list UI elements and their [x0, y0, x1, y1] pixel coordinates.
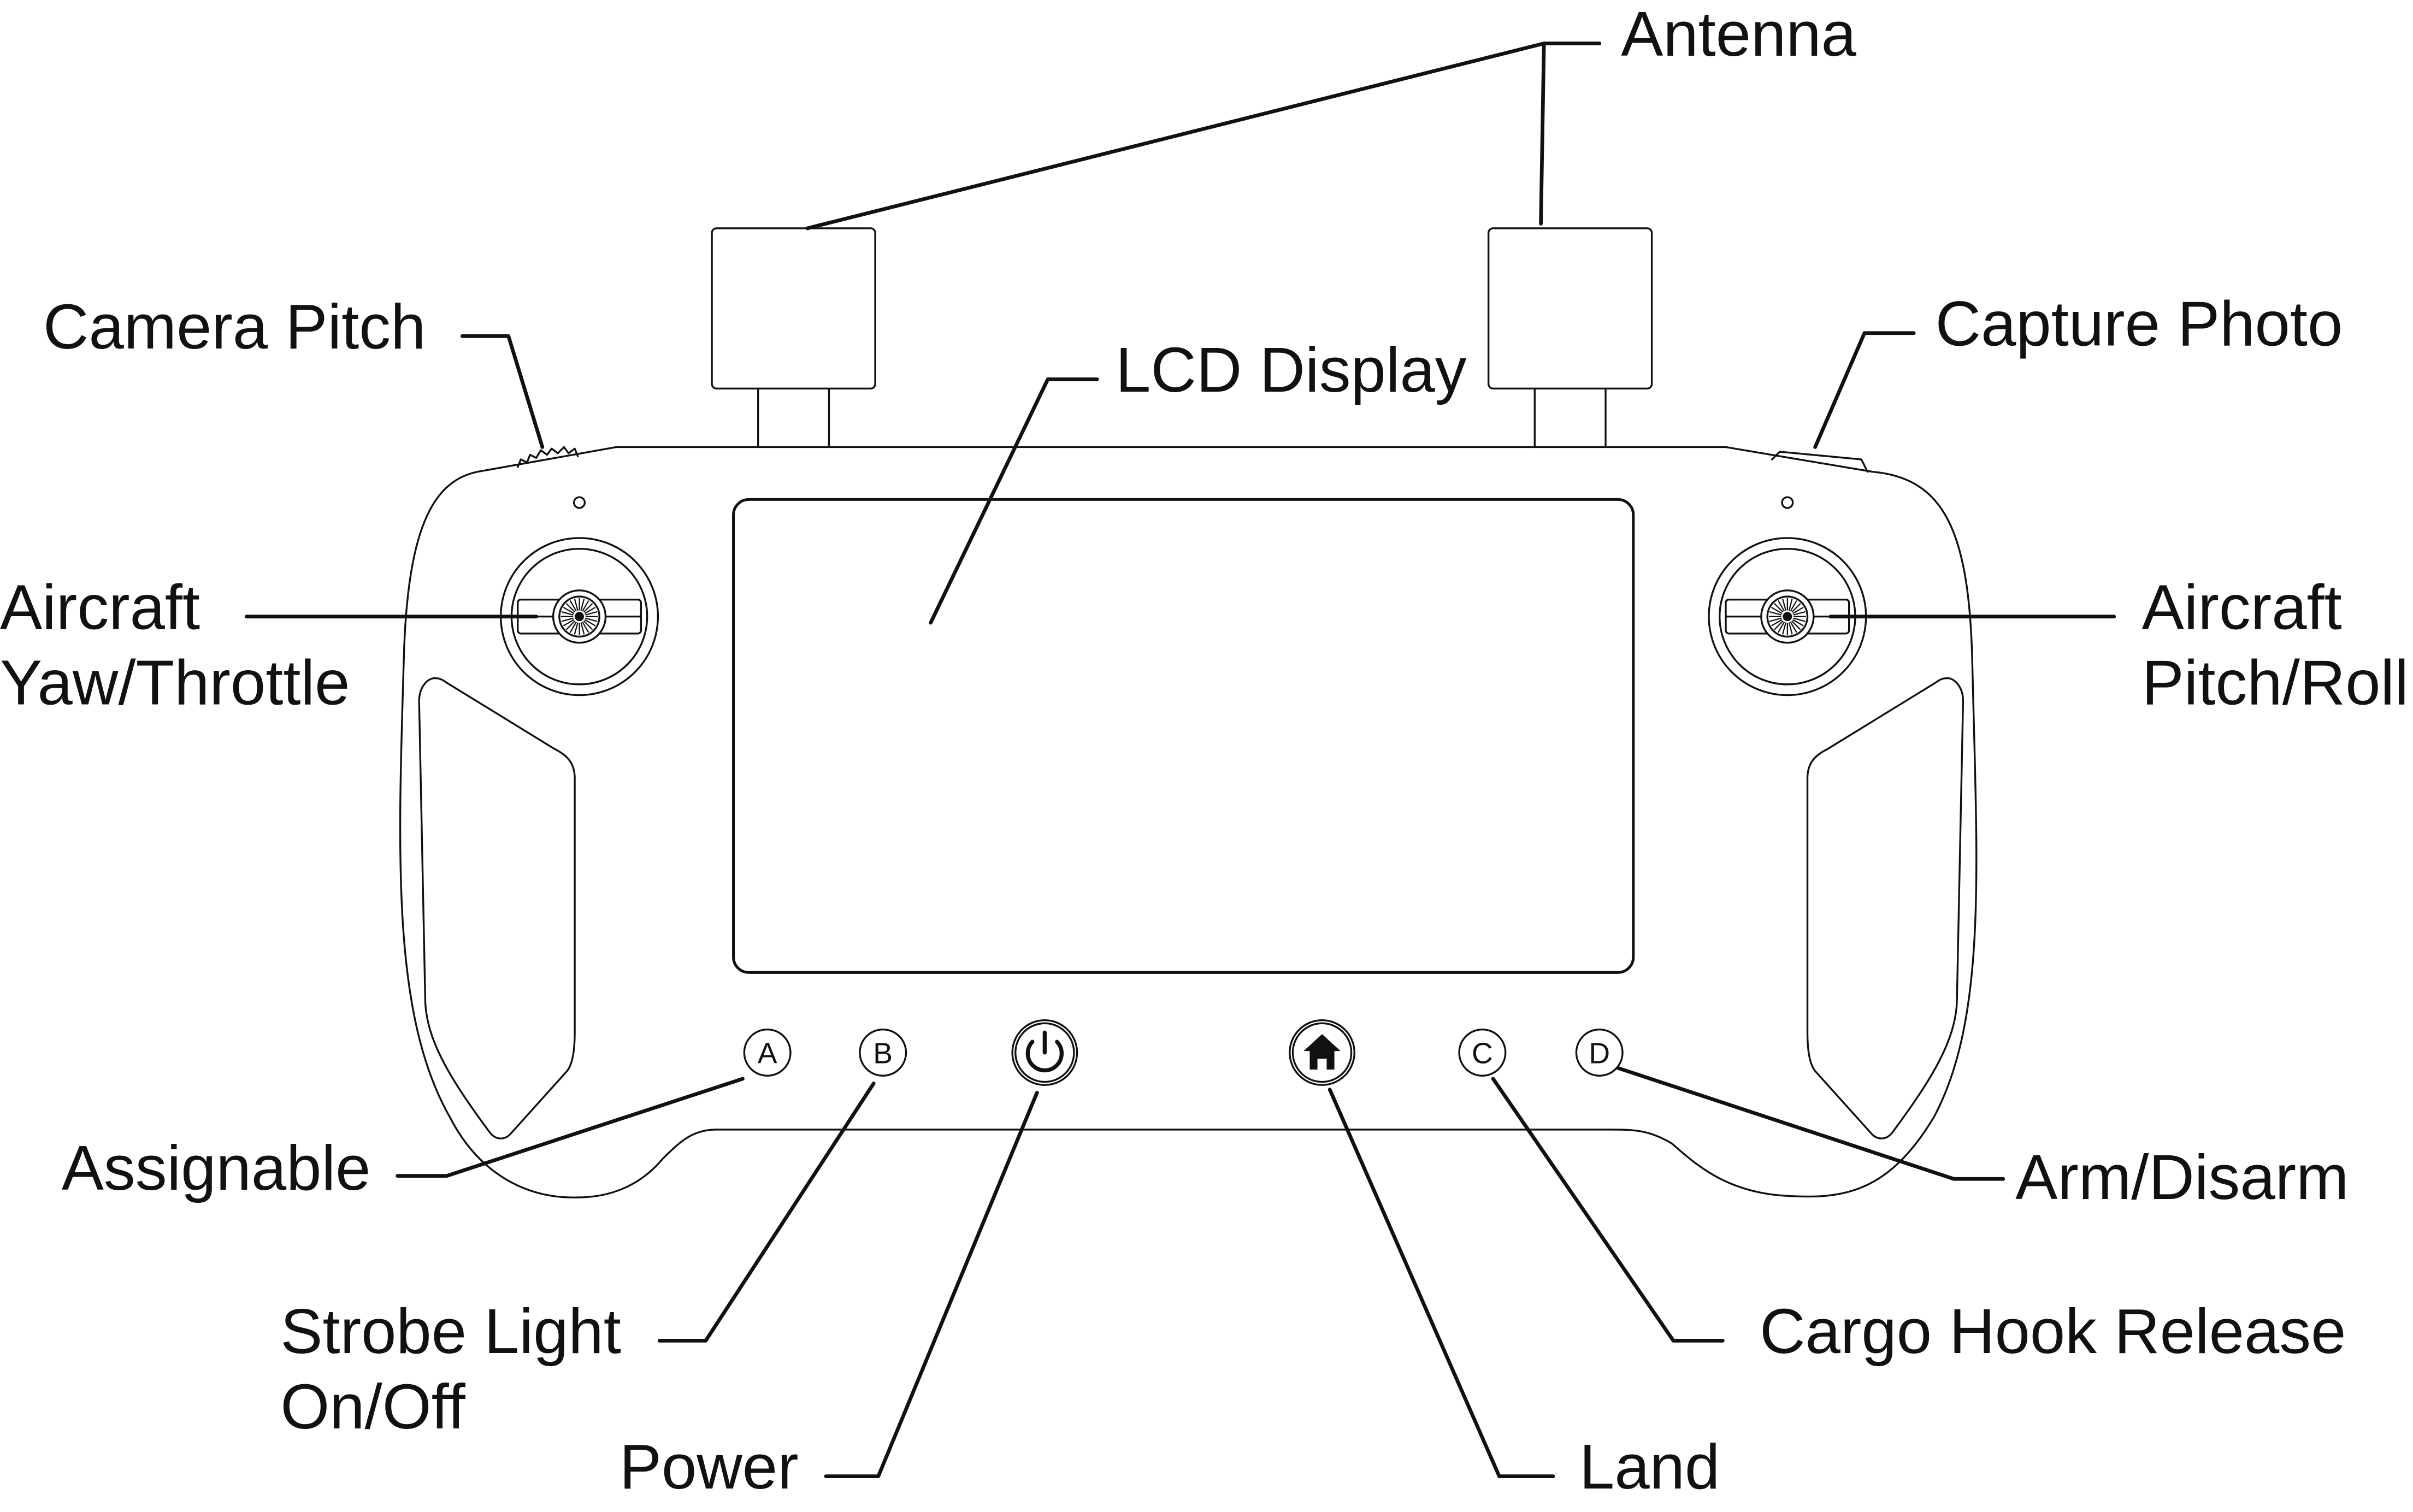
- joystick-grip-ridge: [1774, 603, 1784, 613]
- joystick-grip-ridge: [1771, 606, 1783, 615]
- home-icon: [1303, 1034, 1341, 1070]
- controller-body: [399, 446, 1978, 1198]
- capture-photo-label: Capture Photo: [1936, 288, 2343, 359]
- joystick-grip-ridge: [1769, 617, 1782, 622]
- button-c-label: C: [1472, 1037, 1493, 1070]
- button-a[interactable]: A: [743, 1028, 792, 1077]
- joystick-grip-ridge: [561, 611, 574, 616]
- joystick-grip-ridge: [1788, 622, 1793, 635]
- power-icon: [1025, 1030, 1064, 1073]
- lcd-leader: [929, 377, 1099, 625]
- joystick-grip-ridge: [1792, 606, 1804, 615]
- power-button[interactable]: [1011, 1019, 1078, 1086]
- button-d[interactable]: D: [1575, 1028, 1624, 1077]
- joystick-grip-ridge: [585, 611, 598, 616]
- joystick-grip-ridge: [565, 620, 576, 630]
- lcd-display: [732, 498, 1635, 974]
- joystick-grip-ridge: [584, 606, 596, 615]
- antenna-leader: [1539, 42, 1602, 226]
- pitch-roll-label-line1: Aircraft: [2142, 571, 2342, 642]
- led-right: [1781, 496, 1794, 509]
- joystick-grip-ridge: [1788, 598, 1793, 611]
- cargo-hook-label: Cargo Hook Release: [1760, 1296, 2346, 1367]
- button-b[interactable]: B: [859, 1028, 907, 1077]
- joystick-grip-ridge: [582, 600, 589, 612]
- power-label: Power: [620, 1431, 799, 1502]
- joystick-grip-ridge: [574, 622, 579, 635]
- antenna-leader-left: [805, 42, 1546, 231]
- antenna-label: Antenna: [1621, 0, 1856, 69]
- power-leader: [824, 1090, 1039, 1478]
- arm-disarm-leader: [1616, 1066, 2005, 1181]
- antenna-right: [1487, 227, 1653, 448]
- joystick-grip-ridge: [1769, 611, 1782, 616]
- left-grip: [418, 677, 576, 1139]
- assignable-leader: [396, 1077, 745, 1178]
- capture-photo-button[interactable]: [1771, 451, 1869, 473]
- joystick-grip-ridge: [583, 620, 593, 630]
- joystick-grip-ridge: [1782, 622, 1787, 635]
- joystick-grip-ridge: [1771, 619, 1783, 627]
- yaw-throttle-label-line1: Aircraft: [0, 571, 200, 642]
- joystick-grip-ridge: [580, 622, 585, 635]
- strobe-label-line1: Strobe Light: [280, 1296, 621, 1367]
- arm-disarm-label: Arm/Disarm: [2015, 1142, 2349, 1213]
- joystick-grip-ridge: [580, 598, 585, 611]
- camera-pitch-label: Camera Pitch: [43, 291, 426, 362]
- land-leader: [1328, 1088, 1555, 1478]
- joystick-grip-ridge: [1793, 617, 1806, 622]
- joystick-grip-ridge: [574, 598, 579, 611]
- joystick-grip-ridge: [584, 619, 596, 627]
- right-joystick[interactable]: [1708, 537, 1867, 696]
- joystick-grip-ridge: [1790, 600, 1797, 612]
- strobe-leader: [657, 1081, 876, 1343]
- joystick-grip-ridge: [1793, 611, 1806, 616]
- callout-lines: [244, 42, 2116, 1478]
- camera-pitch-wheel[interactable]: [517, 446, 579, 468]
- lcd-display-label: LCD Display: [1116, 334, 1467, 405]
- joystick-grip-ridge: [569, 600, 577, 612]
- right-grip: [1806, 677, 1964, 1139]
- led-left: [573, 496, 586, 509]
- button-d-label: D: [1589, 1037, 1610, 1070]
- pitch-roll-label-line2: Pitch/Roll: [2142, 647, 2409, 718]
- button-c[interactable]: C: [1458, 1028, 1507, 1077]
- joystick-grip-ridge: [1791, 603, 1801, 613]
- yaw-throttle-label-line2: Yaw/Throttle: [0, 647, 350, 718]
- button-b-label: B: [873, 1037, 893, 1070]
- joystick-grip-ridge: [1774, 620, 1784, 630]
- assignable-label: Assignable: [62, 1132, 371, 1203]
- joystick-grip-ridge: [1792, 619, 1804, 627]
- joystick-grip-ridge: [1782, 598, 1787, 611]
- joystick-grip-ridge: [1790, 621, 1797, 633]
- joystick-grip-ridge: [563, 619, 575, 627]
- joystick-grip-ridge: [582, 621, 589, 633]
- joystick-grip-ridge: [563, 606, 575, 615]
- joystick-grip-ridge: [561, 617, 574, 622]
- joystick-grip-ridge: [583, 603, 593, 613]
- joystick-grip-ridge: [585, 617, 598, 622]
- cargo-hook-leader: [1491, 1077, 1725, 1343]
- joystick-grip-ridge: [1777, 600, 1785, 612]
- camera-pitch-leader: [460, 334, 545, 449]
- button-a-label: A: [758, 1037, 777, 1070]
- joystick-grip-ridge: [1791, 620, 1801, 630]
- joystick-grip-ridge: [565, 603, 576, 613]
- capture-photo-leader: [1813, 331, 1916, 449]
- land-label: Land: [1579, 1431, 1720, 1502]
- antenna-left: [711, 227, 876, 448]
- land-button[interactable]: [1289, 1019, 1355, 1086]
- joystick-grip-ridge: [1777, 621, 1785, 633]
- strobe-label-line2: On/Off: [280, 1371, 465, 1442]
- joystick-grip-ridge: [569, 621, 577, 633]
